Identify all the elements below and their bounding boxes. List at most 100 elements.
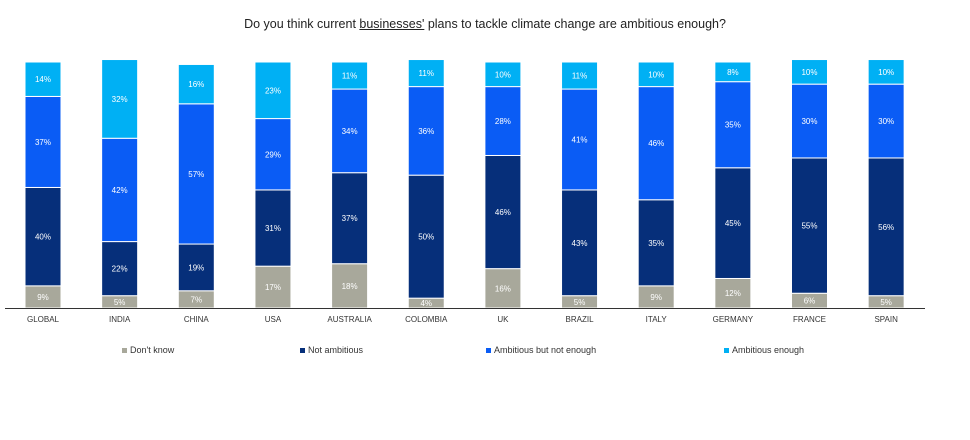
data-label: 57% bbox=[188, 170, 204, 179]
legend-swatch bbox=[486, 347, 491, 353]
bar-segment bbox=[24, 95, 62, 188]
data-label: 11% bbox=[419, 69, 434, 78]
data-label: 18% bbox=[342, 282, 358, 291]
data-label: 19% bbox=[188, 263, 204, 272]
x-tick-label: BRAZIL bbox=[566, 315, 595, 324]
x-tick-label: UK bbox=[497, 315, 509, 324]
data-label: 10% bbox=[495, 70, 511, 79]
bar-segment bbox=[791, 157, 828, 294]
bar-segment bbox=[254, 265, 292, 309]
data-label: 14% bbox=[35, 75, 51, 84]
bar-segment bbox=[561, 88, 599, 191]
data-label: 30% bbox=[801, 117, 817, 126]
data-label: 50% bbox=[418, 233, 434, 242]
bar-segment bbox=[637, 86, 675, 201]
bar-segment bbox=[867, 83, 905, 159]
data-label: 55% bbox=[801, 222, 817, 231]
data-label: 41% bbox=[572, 135, 588, 144]
bar-segment bbox=[254, 118, 292, 191]
data-label: 16% bbox=[495, 284, 511, 293]
bar-segment bbox=[331, 61, 369, 90]
data-label: 35% bbox=[725, 121, 741, 130]
bar-segment bbox=[254, 61, 292, 120]
data-label: 10% bbox=[878, 68, 894, 77]
data-label: 16% bbox=[188, 80, 204, 89]
title-text-end: plans to tackle climate change are ambit… bbox=[424, 17, 726, 31]
bar-segment bbox=[484, 154, 522, 270]
data-label: 29% bbox=[265, 150, 281, 159]
data-label: 36% bbox=[418, 127, 434, 136]
bar-segment bbox=[24, 61, 62, 97]
bar-segment bbox=[561, 61, 599, 90]
data-label: 43% bbox=[572, 239, 588, 248]
data-label: 6% bbox=[804, 297, 816, 306]
bar-segment bbox=[407, 174, 445, 299]
data-label: 5% bbox=[880, 298, 892, 307]
data-label: 30% bbox=[878, 117, 894, 126]
bar-segment bbox=[867, 157, 905, 297]
bar-segment bbox=[407, 59, 445, 88]
x-tick-label: COLOMBIA bbox=[405, 315, 448, 324]
x-tick-label: INDIA bbox=[109, 315, 131, 324]
bar-segment bbox=[177, 103, 215, 245]
x-tick-label: USA bbox=[265, 315, 282, 324]
bar-segment bbox=[177, 63, 215, 105]
bar-segment bbox=[484, 61, 522, 88]
data-label: 9% bbox=[37, 293, 49, 302]
bar-segment bbox=[331, 172, 369, 265]
bar-segment bbox=[331, 88, 369, 174]
bar-segment bbox=[484, 86, 522, 156]
bar-segment bbox=[714, 61, 752, 83]
legend-label: Not ambitious bbox=[308, 345, 364, 355]
data-label: 17% bbox=[265, 283, 281, 292]
legend-item-ambitious-enough: Ambitious enough bbox=[724, 345, 804, 355]
data-label: 8% bbox=[727, 68, 739, 77]
x-tick-label: SPAIN bbox=[874, 315, 898, 324]
bar-segment bbox=[177, 243, 215, 292]
data-label: 34% bbox=[342, 127, 358, 136]
bar-segment bbox=[867, 59, 905, 85]
data-label: 4% bbox=[420, 299, 432, 308]
title-underlined-word: businesses' bbox=[359, 17, 425, 31]
data-label: 12% bbox=[725, 289, 741, 298]
data-label: 37% bbox=[342, 214, 358, 223]
data-label: 5% bbox=[114, 298, 126, 307]
data-label: 9% bbox=[650, 293, 662, 302]
data-label: 35% bbox=[648, 239, 664, 248]
data-label: 46% bbox=[648, 139, 664, 148]
legend-swatch bbox=[122, 347, 127, 353]
bar-segment bbox=[254, 189, 292, 267]
bar-segment bbox=[791, 59, 828, 85]
data-label: 5% bbox=[574, 298, 586, 307]
data-label: 28% bbox=[495, 117, 511, 126]
data-label: 11% bbox=[572, 72, 587, 81]
data-label: 46% bbox=[495, 208, 511, 217]
data-label: 7% bbox=[191, 295, 203, 304]
data-label: 32% bbox=[112, 95, 128, 104]
data-label: 11% bbox=[342, 72, 357, 81]
bar-segment bbox=[637, 61, 675, 88]
x-tick-label: FRANCE bbox=[793, 315, 826, 324]
bar-segment bbox=[714, 277, 752, 309]
bar-segment bbox=[101, 241, 139, 297]
data-label: 56% bbox=[878, 223, 894, 232]
legend-item-dont-know: Don't know bbox=[122, 345, 174, 355]
x-tick-label: GERMANY bbox=[713, 315, 754, 324]
data-label: 23% bbox=[265, 86, 281, 95]
bar-segment bbox=[561, 189, 599, 297]
legend-item-ambitious-but-not-enough: Ambitious but not enough bbox=[486, 345, 596, 355]
data-label: 10% bbox=[648, 70, 664, 79]
x-tick-label: GLOBAL bbox=[27, 315, 60, 324]
bar-segment bbox=[714, 81, 752, 169]
bar-segment bbox=[407, 86, 445, 176]
bar-segment bbox=[101, 59, 139, 139]
bar-segment bbox=[101, 137, 139, 243]
data-label: 40% bbox=[35, 233, 51, 242]
legend-label: Don't know bbox=[130, 345, 175, 355]
title-text-start: Do you think current bbox=[244, 17, 360, 31]
bar-segment bbox=[484, 268, 522, 309]
data-label: 37% bbox=[35, 138, 51, 147]
x-tick-label: AUSTRALIA bbox=[327, 315, 372, 324]
chart-title: Do you think current businesses' plans t… bbox=[0, 17, 970, 31]
